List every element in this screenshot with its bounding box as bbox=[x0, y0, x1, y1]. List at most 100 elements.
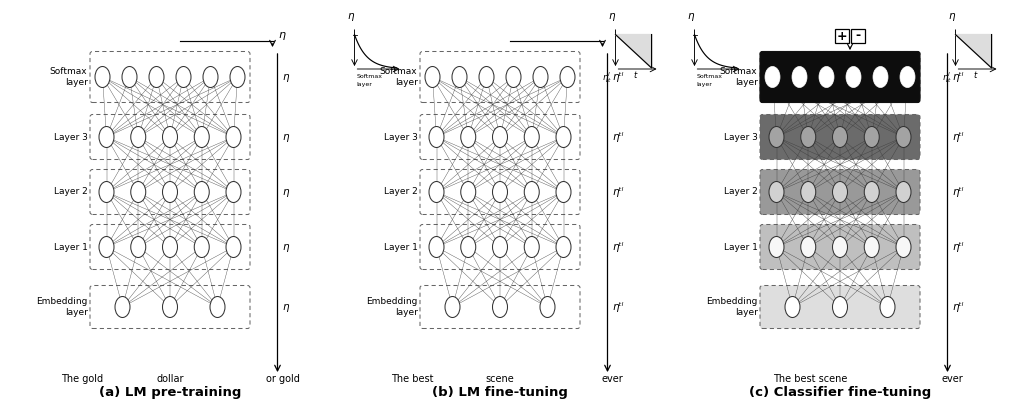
Ellipse shape bbox=[195, 181, 209, 202]
Ellipse shape bbox=[556, 126, 571, 147]
Ellipse shape bbox=[833, 126, 848, 147]
Ellipse shape bbox=[846, 66, 861, 87]
FancyBboxPatch shape bbox=[760, 51, 920, 102]
Ellipse shape bbox=[765, 66, 780, 87]
Ellipse shape bbox=[429, 126, 444, 147]
FancyBboxPatch shape bbox=[760, 286, 920, 328]
Ellipse shape bbox=[493, 296, 508, 318]
Ellipse shape bbox=[769, 181, 784, 202]
Text: Softmax: Softmax bbox=[696, 74, 723, 79]
Text: (b) LM fine-tuning: (b) LM fine-tuning bbox=[432, 386, 568, 399]
Text: $\eta$: $\eta$ bbox=[347, 11, 355, 23]
Ellipse shape bbox=[864, 181, 880, 202]
Text: $t$: $t$ bbox=[973, 69, 978, 80]
Ellipse shape bbox=[131, 181, 145, 202]
Text: ever: ever bbox=[602, 374, 624, 384]
Ellipse shape bbox=[506, 66, 521, 87]
Text: ever: ever bbox=[942, 374, 964, 384]
FancyBboxPatch shape bbox=[420, 286, 580, 328]
Ellipse shape bbox=[896, 237, 911, 258]
Text: ηᵗˡ: ηᵗˡ bbox=[612, 132, 624, 142]
Ellipse shape bbox=[461, 126, 476, 147]
Ellipse shape bbox=[99, 181, 114, 202]
FancyBboxPatch shape bbox=[760, 224, 920, 269]
Ellipse shape bbox=[833, 296, 848, 318]
Ellipse shape bbox=[864, 237, 880, 258]
Ellipse shape bbox=[122, 66, 137, 87]
Ellipse shape bbox=[226, 181, 241, 202]
Text: $\eta_t^l$: $\eta_t^l$ bbox=[942, 70, 951, 85]
Text: scene: scene bbox=[485, 374, 514, 384]
Ellipse shape bbox=[163, 126, 177, 147]
Text: Layer 1: Layer 1 bbox=[53, 243, 87, 252]
Text: or gold: or gold bbox=[265, 374, 299, 384]
Ellipse shape bbox=[461, 181, 476, 202]
Ellipse shape bbox=[524, 237, 540, 258]
Ellipse shape bbox=[819, 66, 834, 87]
Text: dollar: dollar bbox=[157, 374, 183, 384]
Ellipse shape bbox=[95, 66, 110, 87]
Text: Embedding
layer: Embedding layer bbox=[707, 297, 758, 317]
FancyBboxPatch shape bbox=[420, 224, 580, 269]
Text: The gold: The gold bbox=[61, 374, 103, 384]
Text: Layer 1: Layer 1 bbox=[724, 243, 758, 252]
Text: ηᵗˡ: ηᵗˡ bbox=[612, 72, 624, 82]
Text: Layer 3: Layer 3 bbox=[384, 132, 418, 141]
Ellipse shape bbox=[115, 296, 130, 318]
Text: ηᵗˡ: ηᵗˡ bbox=[952, 302, 964, 312]
Ellipse shape bbox=[131, 126, 145, 147]
Text: Layer 1: Layer 1 bbox=[384, 243, 418, 252]
Ellipse shape bbox=[203, 66, 218, 87]
Ellipse shape bbox=[873, 66, 888, 87]
FancyBboxPatch shape bbox=[90, 170, 250, 215]
Ellipse shape bbox=[896, 126, 911, 147]
Text: η: η bbox=[283, 302, 289, 312]
Ellipse shape bbox=[493, 181, 508, 202]
Text: +: + bbox=[837, 30, 847, 43]
Ellipse shape bbox=[769, 237, 784, 258]
FancyBboxPatch shape bbox=[90, 224, 250, 269]
Ellipse shape bbox=[880, 296, 895, 318]
FancyBboxPatch shape bbox=[760, 115, 920, 160]
Ellipse shape bbox=[524, 126, 540, 147]
Text: -: - bbox=[855, 30, 860, 43]
Ellipse shape bbox=[765, 66, 780, 87]
FancyBboxPatch shape bbox=[420, 170, 580, 215]
Ellipse shape bbox=[226, 126, 241, 147]
Ellipse shape bbox=[801, 126, 816, 147]
Ellipse shape bbox=[534, 66, 548, 87]
Ellipse shape bbox=[524, 181, 540, 202]
FancyBboxPatch shape bbox=[835, 29, 849, 43]
Ellipse shape bbox=[556, 181, 571, 202]
Ellipse shape bbox=[833, 181, 848, 202]
Ellipse shape bbox=[429, 237, 444, 258]
Ellipse shape bbox=[792, 66, 807, 87]
Text: Layer 2: Layer 2 bbox=[53, 188, 87, 196]
Text: $\eta$: $\eta$ bbox=[608, 11, 616, 23]
Ellipse shape bbox=[163, 237, 177, 258]
Ellipse shape bbox=[769, 126, 784, 147]
Ellipse shape bbox=[195, 126, 209, 147]
Ellipse shape bbox=[801, 181, 816, 202]
Ellipse shape bbox=[99, 126, 114, 147]
Text: Layer 2: Layer 2 bbox=[384, 188, 418, 196]
Text: ηᵗˡ: ηᵗˡ bbox=[612, 242, 624, 252]
FancyBboxPatch shape bbox=[760, 170, 920, 215]
Ellipse shape bbox=[445, 296, 460, 318]
Ellipse shape bbox=[461, 237, 476, 258]
Ellipse shape bbox=[99, 237, 114, 258]
Polygon shape bbox=[955, 34, 991, 68]
Text: ηᵗˡ: ηᵗˡ bbox=[612, 302, 624, 312]
Ellipse shape bbox=[493, 126, 508, 147]
Ellipse shape bbox=[833, 237, 848, 258]
Text: Embedding
layer: Embedding layer bbox=[36, 297, 87, 317]
Ellipse shape bbox=[195, 237, 209, 258]
FancyBboxPatch shape bbox=[420, 115, 580, 160]
Ellipse shape bbox=[479, 66, 494, 87]
Text: η: η bbox=[283, 72, 289, 82]
Ellipse shape bbox=[819, 66, 834, 87]
Text: η: η bbox=[283, 132, 289, 142]
Ellipse shape bbox=[540, 296, 555, 318]
Text: Softmax
layer: Softmax layer bbox=[380, 67, 418, 87]
Text: Layer 3: Layer 3 bbox=[53, 132, 87, 141]
